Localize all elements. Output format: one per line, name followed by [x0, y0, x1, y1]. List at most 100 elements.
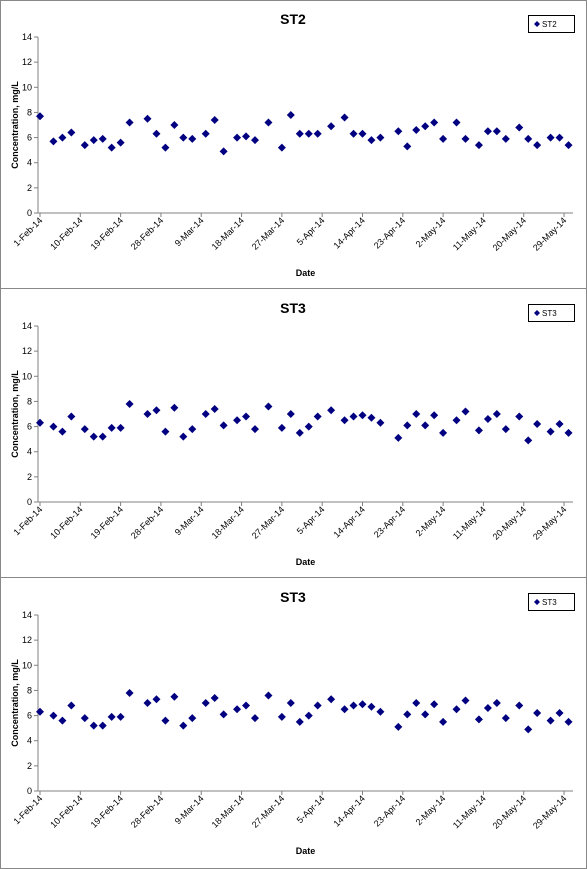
y-tick-label: 8 [27, 107, 32, 117]
point [152, 695, 161, 704]
point [67, 412, 76, 421]
legend-marker [534, 599, 540, 605]
point [304, 422, 313, 431]
point [219, 147, 228, 156]
point [340, 705, 349, 714]
point [107, 712, 116, 721]
point [546, 133, 555, 142]
point [367, 702, 376, 711]
point [421, 710, 430, 719]
point [143, 410, 152, 418]
point [555, 420, 564, 429]
point [89, 432, 98, 441]
point [474, 426, 483, 435]
point [501, 714, 510, 723]
point [98, 432, 107, 441]
point [188, 714, 197, 723]
point [179, 432, 188, 441]
point [367, 413, 376, 422]
point [264, 118, 273, 127]
point [116, 138, 125, 147]
point [439, 134, 448, 143]
point [483, 415, 492, 424]
legend-label: ST3 [542, 309, 557, 318]
x-axis-title: Date [296, 268, 316, 278]
point [313, 412, 322, 421]
point [492, 699, 501, 707]
point [161, 143, 170, 152]
point [515, 123, 524, 132]
point [376, 133, 385, 142]
legend-marker [534, 21, 540, 27]
point [376, 418, 385, 427]
y-tick-label: 4 [27, 447, 32, 457]
x-axis-title: Date [296, 846, 316, 856]
point [501, 425, 510, 434]
y-axis-title: Concentration, mg/L [10, 370, 20, 458]
point [304, 711, 313, 720]
chart-title: ST2 [280, 11, 306, 27]
point [36, 112, 44, 121]
point [349, 412, 358, 421]
point [515, 701, 524, 710]
point [277, 423, 286, 432]
point [452, 416, 461, 425]
point [327, 695, 336, 704]
point [376, 707, 385, 716]
point [58, 716, 67, 725]
point [403, 710, 412, 719]
point [161, 427, 170, 436]
point [233, 133, 242, 142]
point [188, 425, 197, 434]
legend-box [528, 304, 575, 322]
point [403, 142, 412, 151]
point [36, 707, 44, 716]
point [358, 411, 367, 420]
y-tick-label: 6 [27, 711, 32, 721]
y-tick-label: 4 [27, 736, 32, 746]
point [179, 721, 188, 730]
point [313, 701, 322, 710]
point [515, 412, 524, 421]
point [170, 121, 179, 129]
point [233, 416, 242, 425]
y-tick-label: 6 [27, 422, 32, 432]
point [188, 134, 197, 143]
point [264, 402, 273, 411]
point [555, 709, 564, 718]
point [80, 141, 89, 150]
point [98, 721, 107, 730]
point [340, 416, 349, 425]
chart-title: ST3 [280, 300, 306, 316]
chart-title: ST3 [280, 589, 306, 605]
point [461, 407, 470, 416]
point [564, 428, 573, 437]
legend-box [528, 15, 575, 33]
point [421, 122, 430, 131]
point [89, 721, 98, 730]
y-tick-label: 12 [22, 346, 32, 356]
y-tick-label: 14 [22, 321, 32, 331]
y-axis-title: Concentration, mg/L [10, 81, 20, 169]
point [98, 134, 107, 143]
point [67, 701, 76, 710]
point [107, 423, 116, 432]
point [430, 700, 439, 709]
point [242, 132, 251, 141]
point [201, 410, 210, 418]
point [340, 113, 349, 122]
point [349, 701, 358, 710]
point [277, 712, 286, 721]
y-tick-label: 14 [22, 32, 32, 42]
point [358, 129, 367, 138]
point [430, 118, 439, 127]
point [358, 700, 367, 709]
point [58, 427, 67, 436]
point [161, 716, 170, 725]
point [452, 118, 461, 127]
point [116, 712, 125, 721]
point [170, 403, 179, 412]
y-tick-label: 6 [27, 133, 32, 143]
point [67, 128, 76, 137]
